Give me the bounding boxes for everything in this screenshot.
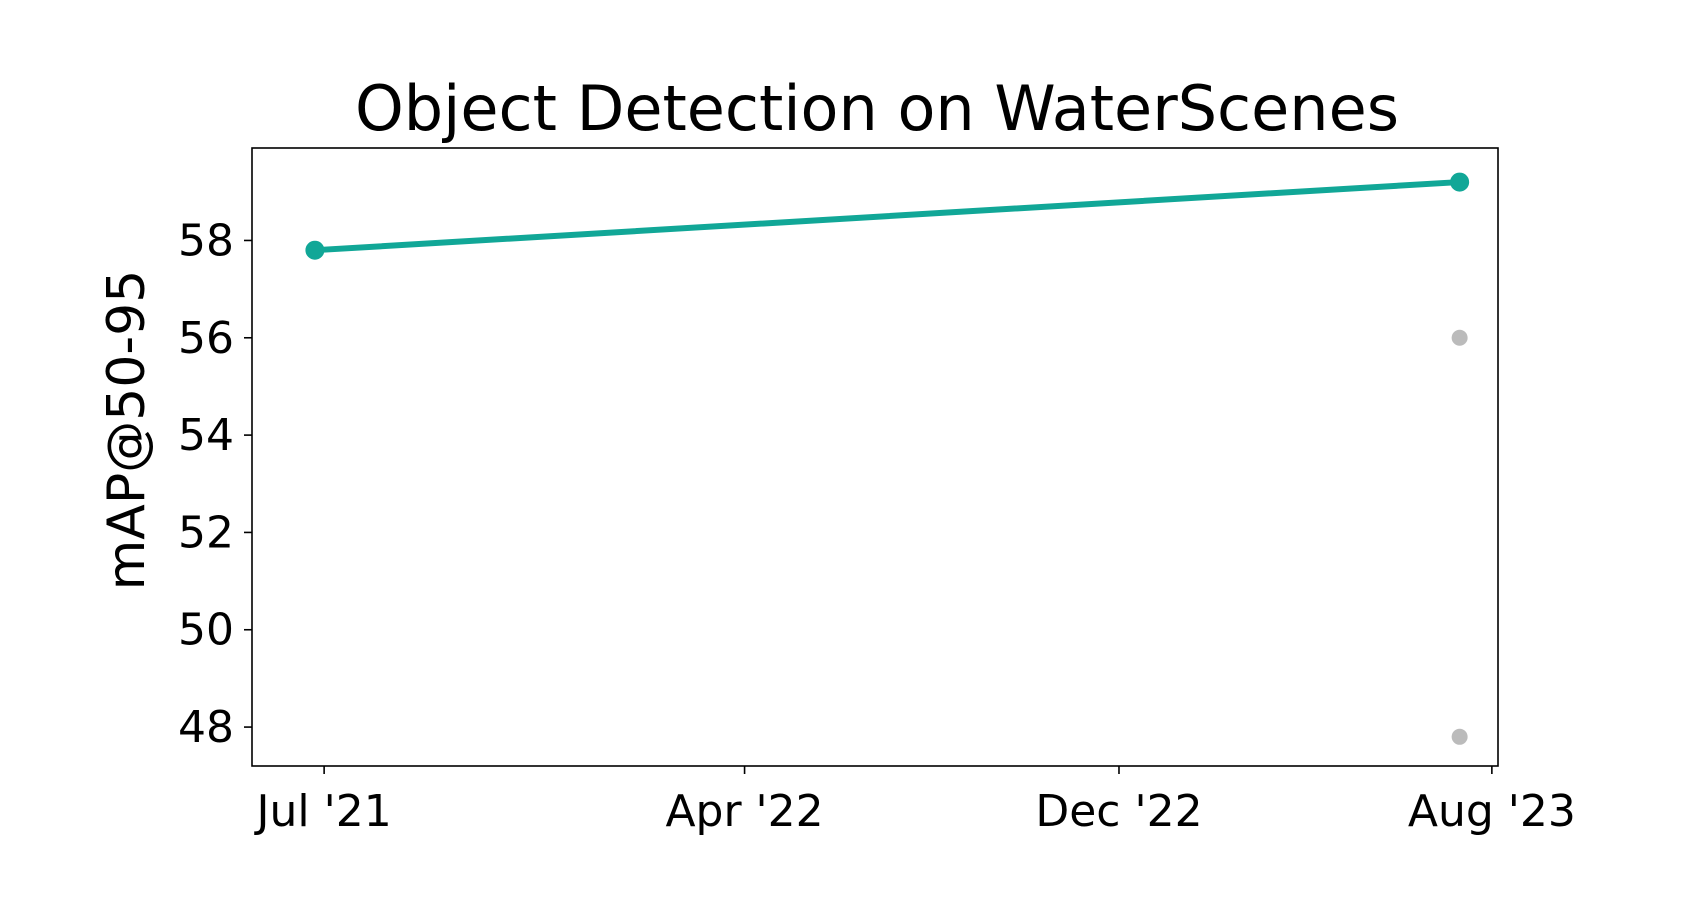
- y-tick-label: 54: [178, 410, 234, 461]
- chart-title: Object Detection on WaterScenes: [355, 72, 1399, 145]
- other-point: [1451, 728, 1468, 745]
- x-tick-label: Apr '22: [665, 786, 823, 837]
- x-tick-label: Jul '21: [254, 786, 392, 837]
- y-tick-label: 58: [178, 215, 234, 266]
- series-point: [305, 240, 325, 260]
- y-tick-label: 50: [178, 605, 234, 656]
- series-line: [311, 179, 1463, 254]
- y-axis-label: mAP@50-95: [97, 270, 157, 591]
- x-tick-label: Dec '22: [1035, 786, 1202, 837]
- y-tick-label: 56: [178, 313, 234, 364]
- y-tick-label: 48: [178, 702, 234, 753]
- plot-frame: [251, 147, 1499, 767]
- other-point: [1451, 329, 1468, 346]
- x-tick-label: Aug '23: [1408, 786, 1576, 837]
- y-tick-label: 52: [178, 507, 234, 558]
- series-point: [1450, 172, 1470, 192]
